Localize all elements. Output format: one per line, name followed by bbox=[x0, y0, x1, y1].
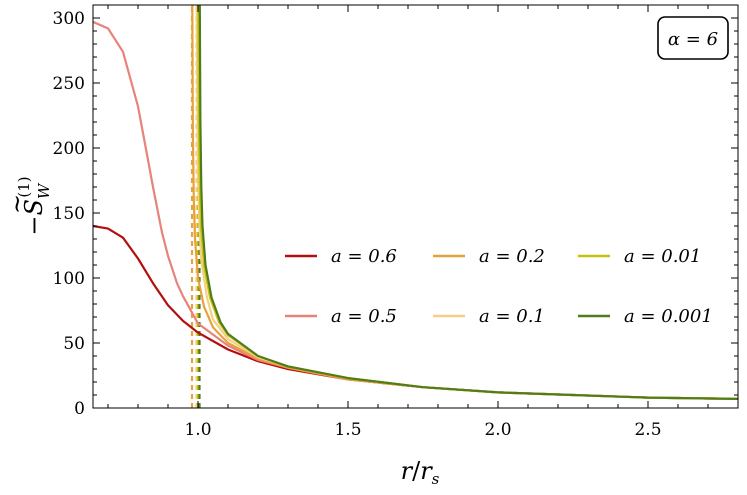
legend-item-0: a = 0.6 bbox=[285, 246, 397, 267]
legend-label: a = 0.2 bbox=[479, 246, 545, 267]
x-tick-label: 1.0 bbox=[184, 420, 211, 440]
legend-label: a = 0.001 bbox=[624, 306, 713, 327]
x-tick-label: 2.0 bbox=[484, 420, 511, 440]
y-tick-label: 300 bbox=[53, 9, 85, 29]
x-tick-label: 2.5 bbox=[634, 420, 661, 440]
y-axis-label: −SW(1) ~ bbox=[3, 176, 53, 235]
alpha-annotation: α = 6 bbox=[657, 16, 729, 60]
series-line-2 bbox=[191, 5, 738, 400]
annotation-box bbox=[657, 16, 729, 60]
x-tick-label: 1.5 bbox=[334, 420, 361, 440]
legend-label: a = 0.1 bbox=[479, 306, 545, 327]
y-tick-label: 250 bbox=[53, 74, 85, 94]
plot-frame bbox=[92, 4, 739, 409]
legend-item-1: a = 0.5 bbox=[285, 306, 397, 327]
y-tick-label: 50 bbox=[63, 334, 85, 354]
series-line-4 bbox=[197, 5, 738, 400]
legend-label: a = 0.5 bbox=[331, 306, 397, 327]
series-layer bbox=[93, 5, 738, 408]
y-tick-label: 150 bbox=[53, 204, 85, 224]
y-tick-label: 200 bbox=[53, 139, 85, 159]
svg-text:~: ~ bbox=[3, 194, 31, 214]
series-line-3 bbox=[195, 5, 738, 400]
y-tick-label: 100 bbox=[53, 269, 85, 289]
legend-label: a = 0.6 bbox=[331, 246, 397, 267]
legend: a = 0.6 a = 0.5 a = 0.2 a = 0.1 a = 0.01 a = … bbox=[285, 246, 713, 327]
legend-label: a = 0.01 bbox=[624, 246, 701, 267]
legend-item-2: a = 0.2 bbox=[433, 246, 545, 267]
series-line-1 bbox=[93, 20, 738, 400]
ticks-layer: 1.0 1.5 2.0 2.5 0 50 100 150 200 250 300 bbox=[53, 4, 739, 440]
legend-item-4: a = 0.01 bbox=[578, 246, 701, 267]
series-line-5 bbox=[198, 5, 738, 400]
svg-text:−SW(1): −SW(1) bbox=[15, 176, 53, 235]
legend-item-5: a = 0.001 bbox=[578, 306, 713, 327]
annotation-text: α = 6 bbox=[668, 29, 718, 50]
x-axis-label: r/rs bbox=[401, 457, 440, 488]
y-tick-label: 0 bbox=[74, 399, 85, 419]
legend-item-3: a = 0.1 bbox=[433, 306, 545, 327]
